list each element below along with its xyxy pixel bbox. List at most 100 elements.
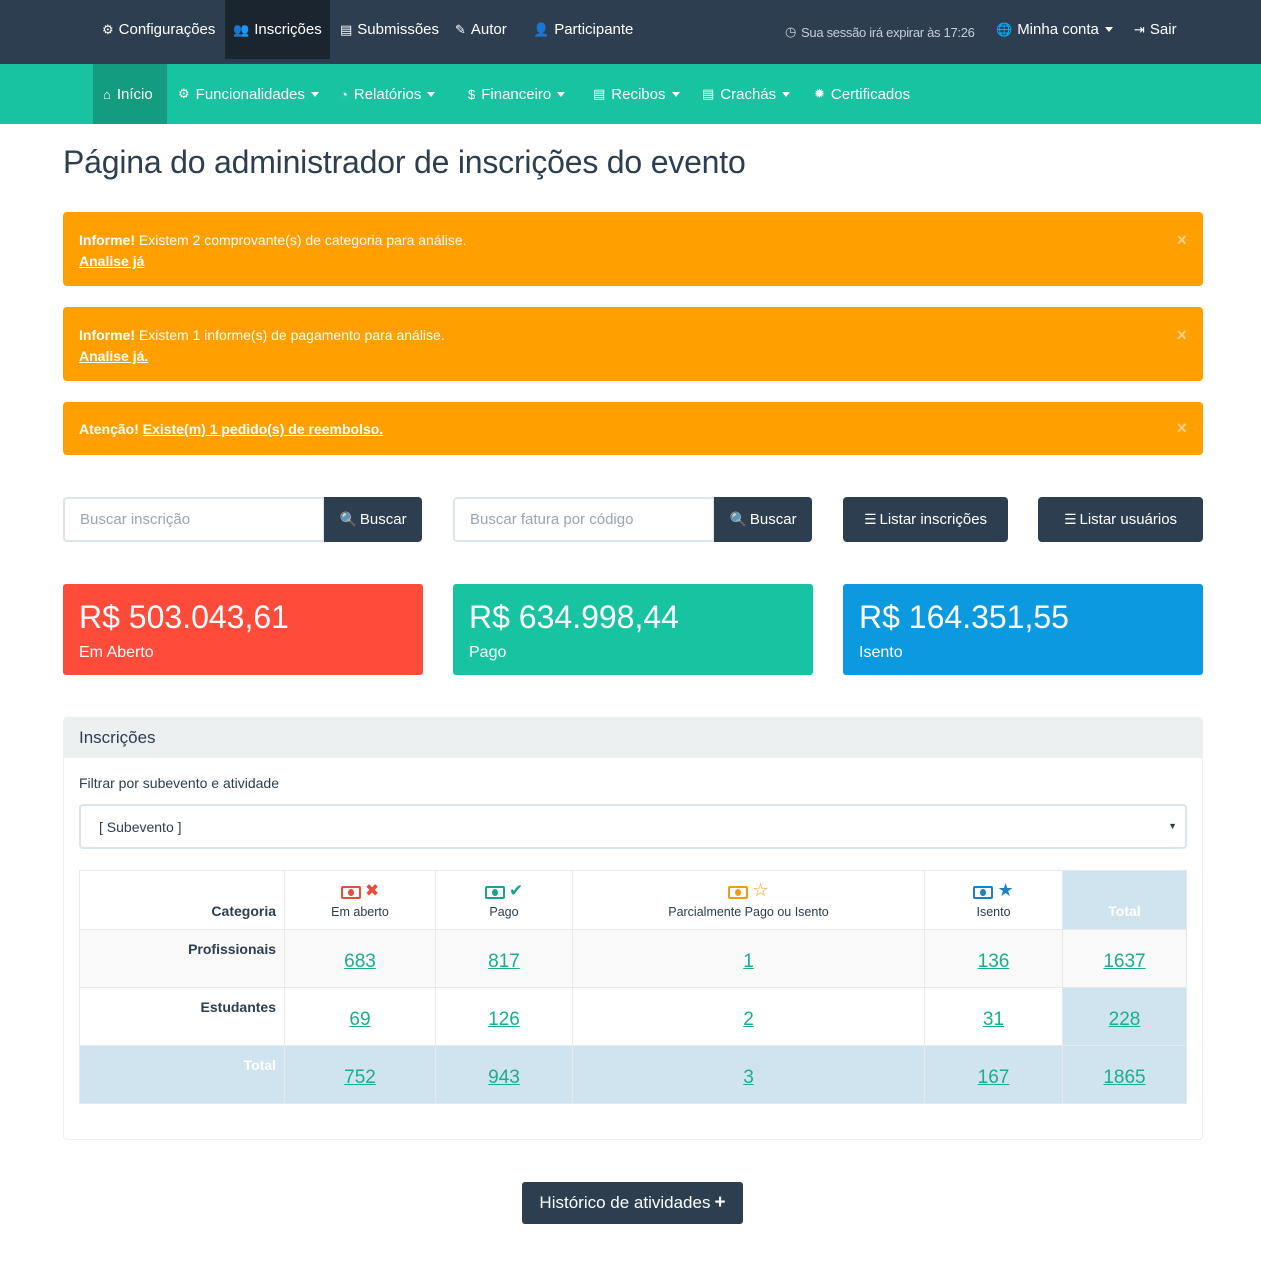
users-icon: 👥 bbox=[233, 21, 250, 37]
nav-participante[interactable]: 👤 Participante bbox=[525, 0, 641, 59]
stat-label: Isento bbox=[859, 644, 903, 661]
star-icon: ★ bbox=[997, 880, 1014, 900]
sub-navbar: ⌂ Início ⚙ Funcionalidades ◔ Relatórios … bbox=[0, 64, 1261, 124]
subnav-relatorios[interactable]: ◔ Relatórios bbox=[330, 64, 445, 124]
alert-text: Existem 2 comprovante(s) de categoria pa… bbox=[135, 232, 467, 248]
count-link[interactable]: 228 bbox=[1108, 1008, 1141, 1030]
sign-out-icon: ⇥ bbox=[1134, 21, 1145, 37]
badge-icon: ▤ bbox=[702, 86, 715, 101]
list-icon: ☰ bbox=[863, 511, 877, 527]
count-link[interactable]: 683 bbox=[344, 950, 376, 972]
header-open: ✖ Em aberto bbox=[284, 870, 436, 930]
subnav-inicio[interactable]: ⌂ Início bbox=[93, 64, 167, 124]
subnav-crachas[interactable]: ▤ Crachás bbox=[692, 64, 800, 124]
dollar-icon: $ bbox=[468, 86, 476, 102]
close-icon[interactable]: × bbox=[1176, 325, 1187, 345]
stat-value: R$ 164.351,55 bbox=[859, 599, 1069, 635]
count-link[interactable]: 2 bbox=[743, 1008, 754, 1030]
alert-prefix: Informe! bbox=[79, 232, 135, 248]
count-link[interactable]: 1637 bbox=[1103, 950, 1146, 972]
close-icon[interactable]: × bbox=[1176, 230, 1187, 250]
nav-submissoes[interactable]: ▤ Submissões bbox=[332, 0, 447, 59]
search-registration-button[interactable]: 🔍 Buscar bbox=[324, 497, 422, 542]
nav-label: Submissões bbox=[357, 21, 439, 38]
button-label: Histórico de atividades bbox=[539, 1193, 711, 1212]
gear-icon: ⚙ bbox=[178, 86, 190, 101]
subnav-label: Recibos bbox=[611, 85, 666, 103]
nav-label: Autor bbox=[470, 21, 507, 38]
search-registration-input[interactable]: Buscar inscrição bbox=[63, 497, 325, 542]
list-registrations-button[interactable]: ☰ Listar inscrições bbox=[843, 497, 1008, 542]
account-label: Minha conta bbox=[1017, 21, 1099, 38]
search-invoice-input[interactable]: Buscar fatura por código bbox=[453, 497, 715, 542]
subnav-label: Relatórios bbox=[353, 85, 422, 103]
alert-text: Existem 1 informe(s) de pagamento para a… bbox=[135, 327, 445, 343]
count-link[interactable]: 136 bbox=[977, 950, 1010, 972]
nav-label: Participante bbox=[554, 21, 634, 38]
alert-prefix: Informe! bbox=[79, 327, 135, 343]
subnav-recibos[interactable]: ▤ Recibos bbox=[583, 64, 690, 124]
session-text: Sua sessão irá expirar às 17:26 bbox=[801, 24, 975, 40]
subnav-funcionalidades[interactable]: ⚙ Funcionalidades bbox=[168, 64, 329, 124]
count-link[interactable]: 167 bbox=[977, 1066, 1010, 1088]
logout-link[interactable]: ⇥ Sair bbox=[1126, 0, 1185, 59]
close-icon[interactable]: × bbox=[1176, 418, 1187, 438]
count-link[interactable]: 817 bbox=[488, 950, 520, 972]
certificate-icon: ✹ bbox=[814, 86, 825, 101]
activity-history-button[interactable]: Histórico de atividades + bbox=[522, 1182, 743, 1224]
alert-link[interactable]: Analise já. bbox=[79, 348, 149, 364]
subnav-label: Certificados bbox=[830, 85, 911, 103]
search-invoice-button[interactable]: 🔍 Buscar bbox=[714, 497, 812, 542]
registrations-panel: Inscrições Filtrar por subevento e ativi… bbox=[63, 717, 1203, 1140]
cross-icon: ✖ bbox=[364, 881, 380, 900]
subnav-certificados[interactable]: ✹ Certificados bbox=[804, 64, 920, 124]
count-link[interactable]: 126 bbox=[488, 1008, 520, 1030]
alert-category-proofs: Informe! Existem 2 comprovante(s) de cat… bbox=[63, 212, 1203, 286]
subevent-select[interactable]: [ Subevento ] ▼ bbox=[79, 804, 1187, 849]
nav-autor[interactable]: ✎ Autor bbox=[447, 0, 515, 59]
nav-configuracoes[interactable]: ⚙ Configurações bbox=[94, 0, 223, 59]
account-menu[interactable]: 🌐 Minha conta bbox=[988, 0, 1121, 59]
button-label: Listar inscrições bbox=[879, 511, 988, 528]
stat-exempt: R$ 164.351,55 Isento bbox=[843, 584, 1203, 675]
alert-link[interactable]: Analise já bbox=[79, 253, 145, 269]
subnav-label: Início bbox=[116, 85, 153, 103]
session-expiry: ◷ Sua sessão irá expirar às 17:26 bbox=[777, 0, 983, 64]
stat-value: R$ 503.043,61 bbox=[79, 599, 289, 635]
alert-link[interactable]: Existe(m) 1 pedido(s) de reembolso. bbox=[142, 421, 384, 437]
filter-label: Filtrar por subevento e atividade bbox=[79, 775, 279, 791]
subnav-label: Funcionalidades bbox=[195, 85, 305, 103]
subnav-financeiro[interactable]: $ Financeiro bbox=[458, 64, 575, 124]
half-star-icon: ☆ bbox=[752, 880, 769, 900]
caret-down-icon bbox=[427, 91, 436, 97]
list-users-button[interactable]: ☰ Listar usuários bbox=[1038, 497, 1203, 542]
count-link[interactable]: 1865 bbox=[1103, 1066, 1146, 1088]
row-label: Total bbox=[79, 1045, 285, 1104]
count-link[interactable]: 3 bbox=[743, 1066, 754, 1088]
money-icon bbox=[484, 885, 505, 899]
plus-icon: + bbox=[714, 1192, 726, 1213]
caret-down-icon bbox=[1104, 27, 1113, 32]
nav-label: Inscrições bbox=[254, 21, 322, 38]
user-icon: 👤 bbox=[533, 21, 550, 37]
list-icon: ☰ bbox=[1063, 511, 1077, 527]
registrations-table: Categoria ✖ Em aberto ✔ Pago ☆ bbox=[79, 870, 1187, 1104]
nav-inscricoes[interactable]: 👥 Inscrições bbox=[225, 0, 330, 59]
search-icon: 🔍 bbox=[729, 511, 747, 527]
subnav-label: Crachás bbox=[720, 85, 777, 103]
header-partial: ☆ Parcialmente Pago ou Isento bbox=[572, 870, 925, 930]
count-link[interactable]: 943 bbox=[488, 1066, 520, 1088]
page-title: Página do administrador de inscrições do… bbox=[63, 144, 746, 180]
count-link[interactable]: 1 bbox=[743, 950, 754, 972]
count-link[interactable]: 69 bbox=[349, 1008, 371, 1030]
stat-open: R$ 503.043,61 Em Aberto bbox=[63, 584, 423, 675]
caret-down-icon bbox=[671, 91, 680, 97]
alert-prefix: Atenção! bbox=[79, 421, 139, 437]
header-exempt: ★ Isento bbox=[924, 870, 1063, 930]
table-header-row: Categoria ✖ Em aberto ✔ Pago ☆ bbox=[79, 870, 1187, 930]
alert-payment-reports: Informe! Existem 1 informe(s) de pagamen… bbox=[63, 307, 1203, 381]
count-link[interactable]: 752 bbox=[344, 1066, 376, 1088]
stat-label: Em Aberto bbox=[79, 644, 154, 661]
count-link[interactable]: 31 bbox=[982, 1008, 1005, 1030]
row-label: Profissionais bbox=[79, 929, 285, 988]
